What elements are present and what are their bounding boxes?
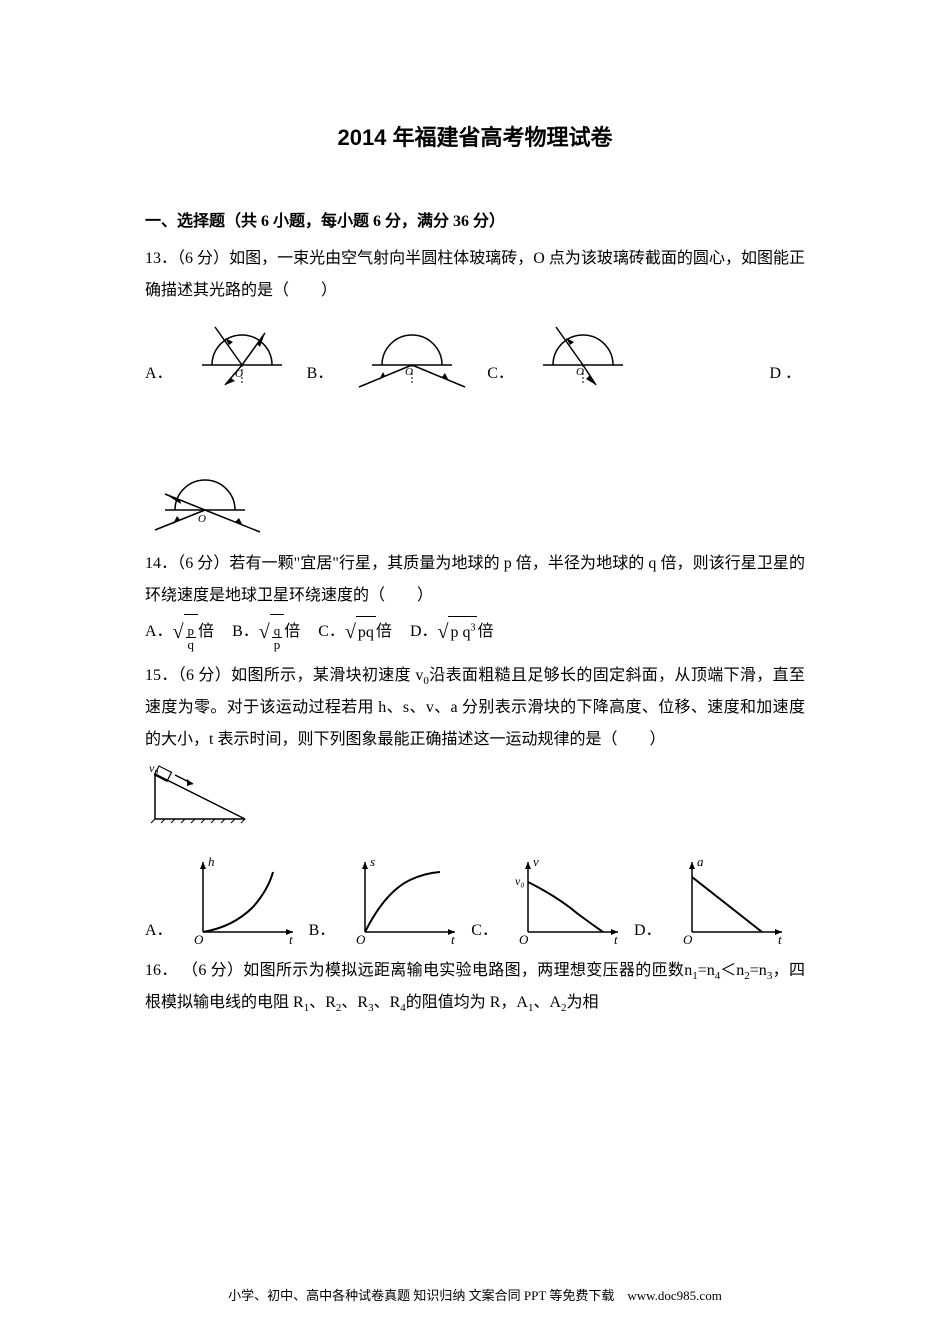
q14-opt-d-label: D．: [410, 616, 438, 648]
svg-text:h: h: [208, 854, 215, 869]
q16-p21: 为相: [567, 994, 599, 1011]
svg-text:s: s: [370, 854, 375, 869]
q16-p0: 16． （6 分）如图所示为模拟远距离输电实验电路图，两理想变压器的匝数: [145, 962, 684, 979]
q15-text: 15．（6 分）如图所示，某滑块初速度 v0沿表面粗糙且足够长的固定斜面，从顶端…: [145, 660, 805, 756]
svg-text:v₀: v₀: [515, 874, 525, 888]
q14-opt-d-content: p q: [450, 624, 470, 641]
q16-p15: 、R: [374, 994, 401, 1011]
q14-opt-a-radicand: p q: [184, 614, 199, 651]
svg-text:v₀: v₀: [149, 764, 159, 775]
question-13: 13．（6 分）如图，一束光由空气射向半圆柱体玻璃砖，O 点为该玻璃砖截面的圆心…: [145, 243, 805, 540]
frac-den: p: [272, 638, 283, 651]
graph-a-t: a O t: [672, 852, 792, 947]
q16-p17: 的阻值均为 R，A: [406, 994, 528, 1011]
section-header: 一、选择题（共 6 小题，每小题 6 分，满分 36 分）: [145, 207, 805, 231]
svg-text:t: t: [289, 932, 293, 947]
svg-text:v: v: [533, 854, 539, 869]
q14-opt-c-suffix: 倍: [376, 616, 392, 648]
q13-opt-a-label: A．: [145, 358, 173, 390]
q16-p11: 、R: [309, 994, 336, 1011]
graph-s-t: s O t: [345, 852, 465, 947]
svg-text:O: O: [519, 932, 529, 947]
page-footer: 小学、初中、高中各种试卷真题 知识归纳 文案合同 PPT 等免费下载 www.d…: [0, 1285, 950, 1304]
semicircle-diagram-d-standalone: O: [145, 440, 275, 540]
svg-text:O: O: [198, 513, 206, 525]
graph-v-t: v v₀ O t: [508, 852, 628, 947]
question-16: 16． （6 分）如图所示为模拟远距离输电实验电路图，两理想变压器的匝数n1=n…: [145, 955, 805, 1019]
q13-options: A． O B． O C． O: [145, 315, 805, 390]
q14-opt-d: D． √ p q3 倍: [410, 612, 494, 652]
q16-p19: 、A: [533, 994, 561, 1011]
q13-text: 13．（6 分）如图，一束光由空气射向半圆柱体玻璃砖，O 点为该玻璃砖截面的圆心…: [145, 243, 805, 307]
q14-opt-b-suffix: 倍: [284, 616, 300, 648]
incline-diagram: v₀: [145, 764, 255, 824]
q15-options: A． h O t B． s O t C． v: [145, 852, 805, 947]
q14-opt-b: B． √ q p 倍: [232, 612, 300, 652]
q15-opt-c-label: C．: [471, 915, 498, 947]
sqrt-icon: √: [259, 612, 270, 652]
sqrt-icon: √: [173, 612, 184, 652]
page-title: 2014 年福建省高考物理试卷: [145, 120, 805, 152]
q14-opt-c: C． √ pq 倍: [318, 612, 392, 652]
q14-opt-a-label: A．: [145, 616, 173, 648]
svg-text:O: O: [683, 932, 693, 947]
q16-p13: 、R: [341, 994, 368, 1011]
sqrt-icon: √: [345, 612, 356, 652]
q15-opt-d-label: D．: [634, 915, 662, 947]
q15-opt-b-label: B．: [309, 915, 336, 947]
svg-text:O: O: [576, 366, 584, 378]
q16-p5: ＜n: [720, 962, 744, 979]
q14-opt-b-radicand: q p: [270, 614, 285, 651]
q16-text: 16． （6 分）如图所示为模拟远距离输电实验电路图，两理想变压器的匝数n1=n…: [145, 955, 805, 1019]
sqrt-icon: √: [438, 612, 449, 652]
q16-p7: =n: [750, 962, 767, 979]
svg-text:t: t: [451, 932, 455, 947]
frac-num: p: [186, 624, 197, 638]
q14-opt-b-label: B．: [232, 616, 259, 648]
q14-opt-c-label: C．: [318, 616, 345, 648]
q14-opt-c-radicand: pq: [356, 616, 376, 649]
q15-text-pre: 15．（6 分）如图所示，某滑块初速度 v: [145, 667, 423, 684]
q13-opt-b-label: B．: [307, 358, 334, 390]
svg-text:t: t: [778, 932, 782, 947]
semicircle-diagram-c: O: [528, 315, 638, 390]
svg-text:O: O: [356, 932, 366, 947]
svg-text:O: O: [194, 932, 204, 947]
graph-h-t: h O t: [183, 852, 303, 947]
question-14: 14．（6 分）若有一颗"宜居"行星，其质量为地球的 p 倍，半径为地球的 q …: [145, 548, 805, 652]
q14-opt-a: A． √ p q 倍: [145, 612, 214, 652]
svg-text:t: t: [614, 932, 618, 947]
q14-opt-d-sup: 3: [470, 622, 475, 633]
question-15: 15．（6 分）如图所示，某滑块初速度 v0沿表面粗糙且足够长的固定斜面，从顶端…: [145, 660, 805, 947]
q13-opt-c-label: C．: [487, 358, 514, 390]
semicircle-diagram-b: O: [347, 315, 477, 390]
q14-opt-d-suffix: 倍: [477, 616, 493, 648]
q14-opt-a-suffix: 倍: [198, 616, 214, 648]
semicircle-diagram-a: O: [187, 315, 297, 390]
q15-opt-a-label: A．: [145, 915, 173, 947]
q14-options: A． √ p q 倍 B． √ q p 倍 C． √ p: [145, 612, 805, 652]
frac-num: q: [272, 624, 283, 638]
q14-text: 14．（6 分）若有一颗"宜居"行星，其质量为地球的 p 倍，半径为地球的 q …: [145, 548, 805, 612]
frac-den: q: [186, 638, 197, 651]
q13-opt-d-label: D ．: [769, 358, 801, 390]
q14-opt-d-radicand: p q3: [448, 616, 477, 649]
svg-text:a: a: [697, 854, 704, 869]
q16-p3: =n: [698, 962, 715, 979]
